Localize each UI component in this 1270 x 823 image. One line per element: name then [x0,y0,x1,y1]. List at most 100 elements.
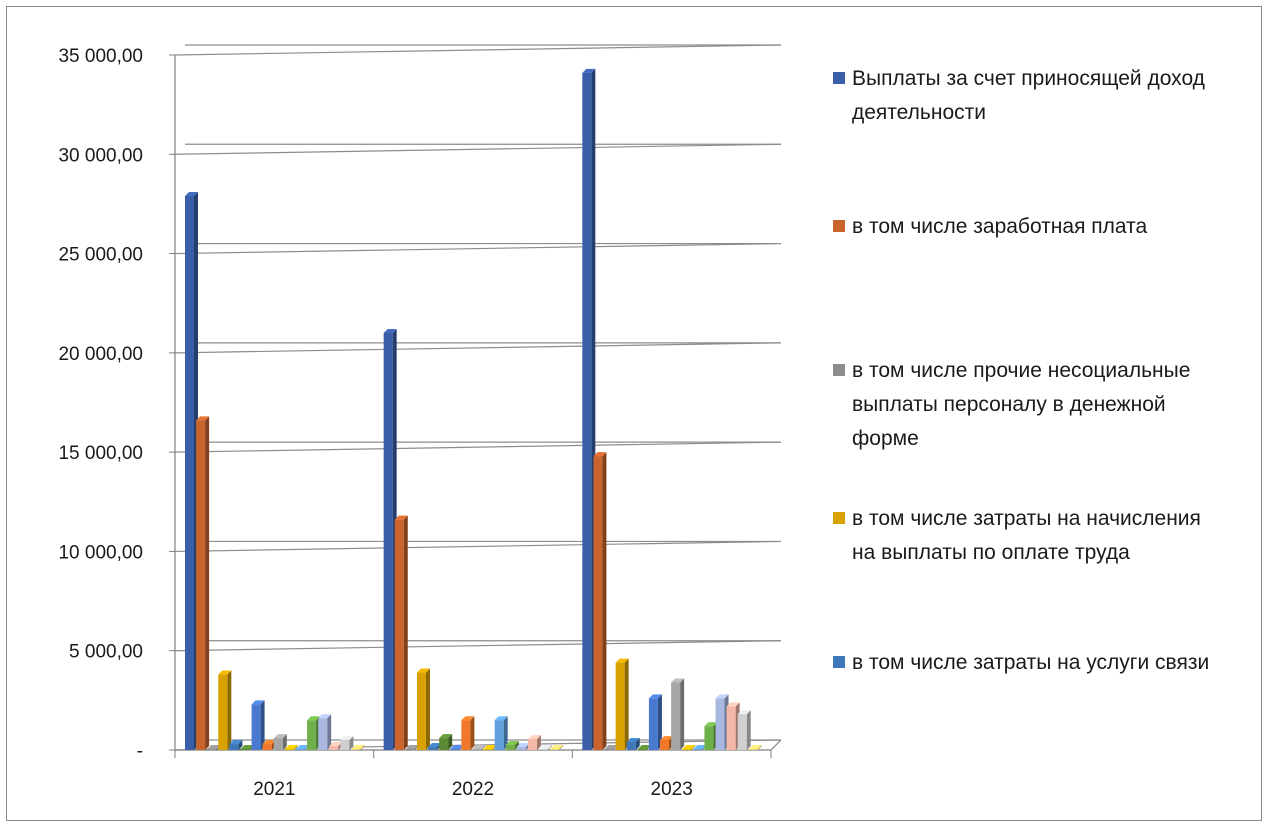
bar-2022-s6 [439,734,453,750]
bar-top [516,743,530,748]
bar-front [329,746,339,750]
bar-top [394,515,408,520]
legend-label-1: Выплаты за счет приносящей доход деятель… [852,67,1205,124]
bar-top [218,670,232,675]
axes [169,54,782,758]
bar-front [207,749,217,750]
bar-top [207,745,221,749]
bar-top [505,741,519,746]
bar-front [240,749,250,750]
bar-front [405,749,415,750]
bar-top [383,329,397,333]
bar-front [693,749,703,750]
bar-2023-s7 [648,694,662,750]
bar-front [394,519,404,750]
bar-side [425,668,430,750]
bar-side [548,745,553,750]
bar-2023-s10 [682,745,696,750]
bar-2023-s1 [582,68,596,750]
y-tick-label-0: 35 000,00 [58,46,143,67]
bar-front [318,718,328,750]
bar-front [582,72,592,750]
bar-side [349,736,354,750]
legend-item-2: в том числе заработная плата [833,210,1212,244]
bar-2022-s2 [394,515,408,750]
bar-top [296,745,309,749]
bar-front [615,662,625,750]
bar-front [671,682,681,750]
bar-top [229,740,243,745]
legend-label-2: в том числе заработная плата [852,215,1148,238]
bar-front [505,745,515,750]
bar-2022-s9 [472,745,486,750]
bar-side [514,741,519,750]
bar-top [307,716,321,721]
bar-top [416,668,430,673]
bar-2021-s12 [307,716,321,750]
legend-swatch-1 [833,72,845,84]
bar-2023-s12 [704,722,718,750]
legend-label-4: в том числе затраты на начисления на вып… [852,507,1201,564]
bar-side [757,745,762,750]
bar-top [682,745,696,749]
bar-front [450,749,460,750]
bar-2022-s11 [494,716,508,750]
bar-top [737,710,751,715]
bar-front [704,726,714,750]
bar-2021-s15 [340,736,354,750]
bar-front [660,740,670,750]
bar-front [472,749,482,750]
bar-2021-s10 [284,745,298,750]
bar-side [403,515,408,750]
bar-top [318,714,332,719]
bar-front [494,720,504,750]
legend-item-5: в том числе затраты на услуги связи [833,646,1212,680]
x-tick-label-2023: 2023 [651,779,693,800]
bar-front [428,747,438,750]
bar-side [293,745,298,750]
bar-top [450,745,464,749]
bar-front [527,739,537,750]
bar-front [483,749,493,750]
bar-top [593,452,607,457]
bars [185,68,762,750]
bar-top [671,678,685,683]
bar-2022-s4 [416,668,430,750]
y-tick-label-3: 20 000,00 [58,344,143,365]
bar-front [307,720,317,750]
bar-side [205,416,210,750]
bar-top [461,716,475,721]
gridline-depth-3 [174,342,782,354]
gridline-depth-0 [174,44,782,56]
bar-side [657,694,662,750]
bar-2021-s11 [296,745,309,750]
bar-top [428,743,442,748]
tick-labels: 35 000,00 30 000,00 25 000,00 20 000,00 15 0… [58,46,692,800]
bar-2023-s15 [737,710,751,750]
bar-top [648,694,662,699]
gridline-depth-4 [174,441,782,453]
bar-2021-s1 [185,191,198,750]
bar-front [604,749,614,750]
bar-2022-s8 [461,716,475,750]
bar-2023-s13 [715,694,729,750]
bar-front [550,749,560,750]
bar-side [470,716,475,750]
bar-front [648,698,658,750]
bar-front [262,744,272,750]
legend-label-3: в том числе прочие несоциальные выплаты … [852,359,1191,450]
bar-top [472,745,486,749]
bar-front [682,749,692,750]
bar-2023-s16 [748,745,762,750]
bar-front [539,749,549,750]
bar-2023-s6 [637,745,651,750]
bar-top [715,694,729,699]
bar-front [461,720,471,750]
bar-side [691,745,696,750]
bar-2021-s5 [229,740,243,750]
bar-front [593,456,603,750]
legend-swatch-3 [833,364,845,376]
bar-front [218,674,228,750]
gridlines [174,44,782,751]
